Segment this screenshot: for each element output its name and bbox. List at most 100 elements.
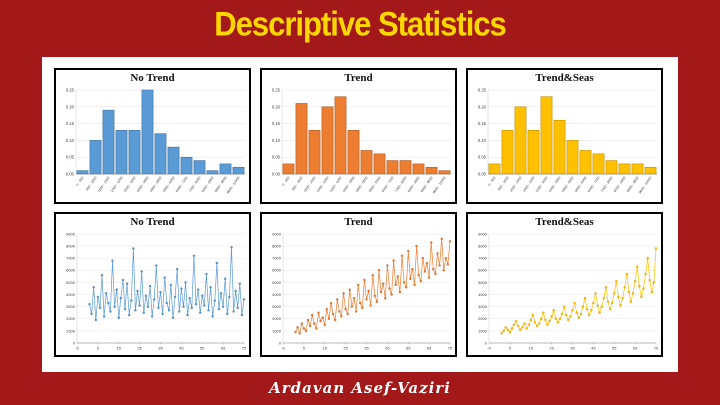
svg-text:5000: 5000 (272, 280, 282, 285)
svg-text:6000: 6000 (66, 268, 76, 273)
svg-text:8000 - 8800: 8000 - 8800 (201, 176, 215, 193)
svg-text:7200 - 8000: 7200 - 8000 (600, 176, 614, 193)
svg-text:2400 - 3200: 2400 - 3200 (316, 176, 330, 193)
svg-text:35: 35 (158, 346, 163, 351)
svg-text:4800 - 5600: 4800 - 5600 (561, 176, 575, 193)
histogram-no-trend-plot: 0.00 0.05 0.10 0.15 0.20 0.25 0 - 800 800 - 160… (66, 88, 245, 195)
svg-text:55: 55 (406, 346, 411, 351)
svg-text:5: 5 (509, 346, 512, 351)
svg-text:75: 75 (654, 346, 659, 351)
svg-text:3000: 3000 (66, 304, 76, 309)
svg-text:9000: 9000 (272, 231, 282, 236)
svg-text:7200 - 8000: 7200 - 8000 (394, 176, 408, 193)
svg-text:7000: 7000 (66, 256, 76, 261)
svg-text:45: 45 (385, 346, 390, 351)
svg-text:0.20: 0.20 (478, 104, 487, 109)
svg-text:0 - 800: 0 - 800 (281, 176, 290, 187)
svg-text:3000: 3000 (478, 304, 488, 309)
svg-text:65: 65 (221, 346, 226, 351)
svg-text:1600 - 2400: 1600 - 2400 (303, 176, 317, 193)
svg-text:8800 - 9600: 8800 - 9600 (420, 176, 434, 193)
svg-text:5000: 5000 (478, 280, 488, 285)
svg-text:65: 65 (427, 346, 432, 351)
svg-text:800 - 1600: 800 - 1600 (85, 176, 98, 192)
svg-text:7200 - 8000: 7200 - 8000 (188, 176, 202, 193)
svg-text:1600 - 2400: 1600 - 2400 (97, 176, 111, 193)
svg-text:800 - 1600: 800 - 1600 (291, 176, 304, 192)
chart-line-trend: Trend 0 1000 2000 3000 4000 5000 6000 7000 8000 9… (260, 212, 457, 357)
svg-text:55: 55 (200, 346, 205, 351)
chart-histogram-trend: Trend 0.00 0.05 0.10 0.15 0.20 0.25 0 - 800 800… (260, 68, 457, 204)
svg-text:3000: 3000 (272, 304, 282, 309)
svg-text:0 - 800: 0 - 800 (487, 176, 496, 187)
svg-text:25: 25 (343, 346, 348, 351)
chart-title: Trend (344, 72, 373, 84)
svg-text:0: 0 (73, 340, 76, 345)
svg-text:-5: -5 (487, 346, 491, 351)
svg-text:45: 45 (591, 346, 596, 351)
chart-title: Trend&Seas (535, 72, 594, 84)
chart-histogram-no-trend: No Trend 0.00 0.05 0.10 0.15 0.20 0.25 0 - 800… (54, 68, 251, 204)
line-trend-seas-plot: 0 1000 2000 3000 4000 5000 6000 7000 8000 9000 -5 5… (478, 231, 659, 351)
svg-text:2000: 2000 (66, 316, 76, 321)
svg-text:9600 - 10400: 9600 - 10400 (638, 176, 653, 195)
chart-title: No Trend (130, 72, 175, 84)
svg-text:2000: 2000 (478, 316, 488, 321)
svg-text:75: 75 (448, 346, 453, 351)
svg-text:9600 - 10400: 9600 - 10400 (226, 176, 241, 195)
chart-title: Trend (344, 216, 373, 228)
svg-text:1000: 1000 (272, 328, 282, 333)
svg-text:25: 25 (549, 346, 554, 351)
line-trend-plot: 0 1000 2000 3000 4000 5000 6000 7000 8000 9000 -5 5… (272, 231, 453, 351)
svg-text:4000: 4000 (66, 292, 76, 297)
svg-text:4000 - 4800: 4000 - 4800 (136, 176, 150, 193)
svg-text:0.25: 0.25 (272, 88, 281, 93)
histogram-trend-plot: 0.00 0.05 0.10 0.15 0.20 0.25 0 - 800 800 - 160… (272, 88, 451, 194)
svg-text:8000 - 8800: 8000 - 8800 (407, 176, 421, 193)
svg-text:0.00: 0.00 (272, 172, 281, 177)
svg-text:15: 15 (117, 346, 122, 351)
svg-text:-5: -5 (281, 346, 285, 351)
svg-text:0: 0 (485, 340, 488, 345)
svg-text:800 - 1600: 800 - 1600 (497, 176, 510, 192)
svg-text:8000: 8000 (66, 244, 76, 249)
svg-text:5: 5 (97, 346, 100, 351)
svg-text:4000: 4000 (272, 292, 282, 297)
chart-line-trend-seas: Trend&Seas 0 1000 2000 3000 4000 5000 6000 7000… (466, 212, 663, 357)
svg-text:1000: 1000 (478, 328, 488, 333)
svg-text:5600 - 6400: 5600 - 6400 (574, 176, 588, 193)
svg-text:4800 - 5600: 4800 - 5600 (355, 176, 369, 193)
svg-text:1000: 1000 (66, 328, 76, 333)
svg-text:8000: 8000 (272, 244, 282, 249)
slide-title: Descriptive Statistics (214, 4, 507, 44)
svg-text:3200 - 4000: 3200 - 4000 (123, 176, 137, 193)
svg-text:6400 - 7200: 6400 - 7200 (381, 176, 395, 193)
svg-text:8000: 8000 (478, 244, 488, 249)
line-no-trend-plot: 0 1000 2000 3000 4000 5000 6000 7000 8000 9000 -5 5… (66, 231, 247, 351)
svg-text:7000: 7000 (478, 256, 488, 261)
svg-text:55: 55 (612, 346, 617, 351)
svg-text:0.05: 0.05 (478, 155, 487, 160)
svg-text:0.25: 0.25 (66, 88, 75, 93)
svg-text:35: 35 (570, 346, 575, 351)
svg-text:35: 35 (364, 346, 369, 351)
svg-text:2400 - 3200: 2400 - 3200 (110, 176, 124, 193)
chart-histogram-trend-seas: Trend&Seas 0.00 0.05 0.10 0.15 0.20 0.25 0 - 8… (466, 68, 663, 204)
svg-text:0.05: 0.05 (272, 155, 281, 160)
svg-text:15: 15 (323, 346, 328, 351)
svg-text:25: 25 (137, 346, 142, 351)
svg-text:3200 - 4000: 3200 - 4000 (329, 176, 343, 193)
svg-text:0.05: 0.05 (66, 155, 75, 160)
svg-text:4000 - 4800: 4000 - 4800 (342, 176, 356, 193)
svg-text:6000: 6000 (478, 268, 488, 273)
svg-text:6400 - 7200: 6400 - 7200 (587, 176, 601, 193)
svg-text:75: 75 (242, 346, 247, 351)
svg-text:1600 - 2400: 1600 - 2400 (509, 176, 523, 193)
svg-text:5000: 5000 (66, 280, 76, 285)
svg-text:0.10: 0.10 (272, 138, 281, 143)
chart-title: No Trend (130, 216, 175, 228)
svg-text:9000: 9000 (66, 231, 76, 236)
svg-text:0.25: 0.25 (478, 88, 487, 93)
histogram-trend-seas-plot: 0.00 0.05 0.10 0.15 0.20 0.25 0 - 800 800 - 160… (478, 88, 657, 195)
